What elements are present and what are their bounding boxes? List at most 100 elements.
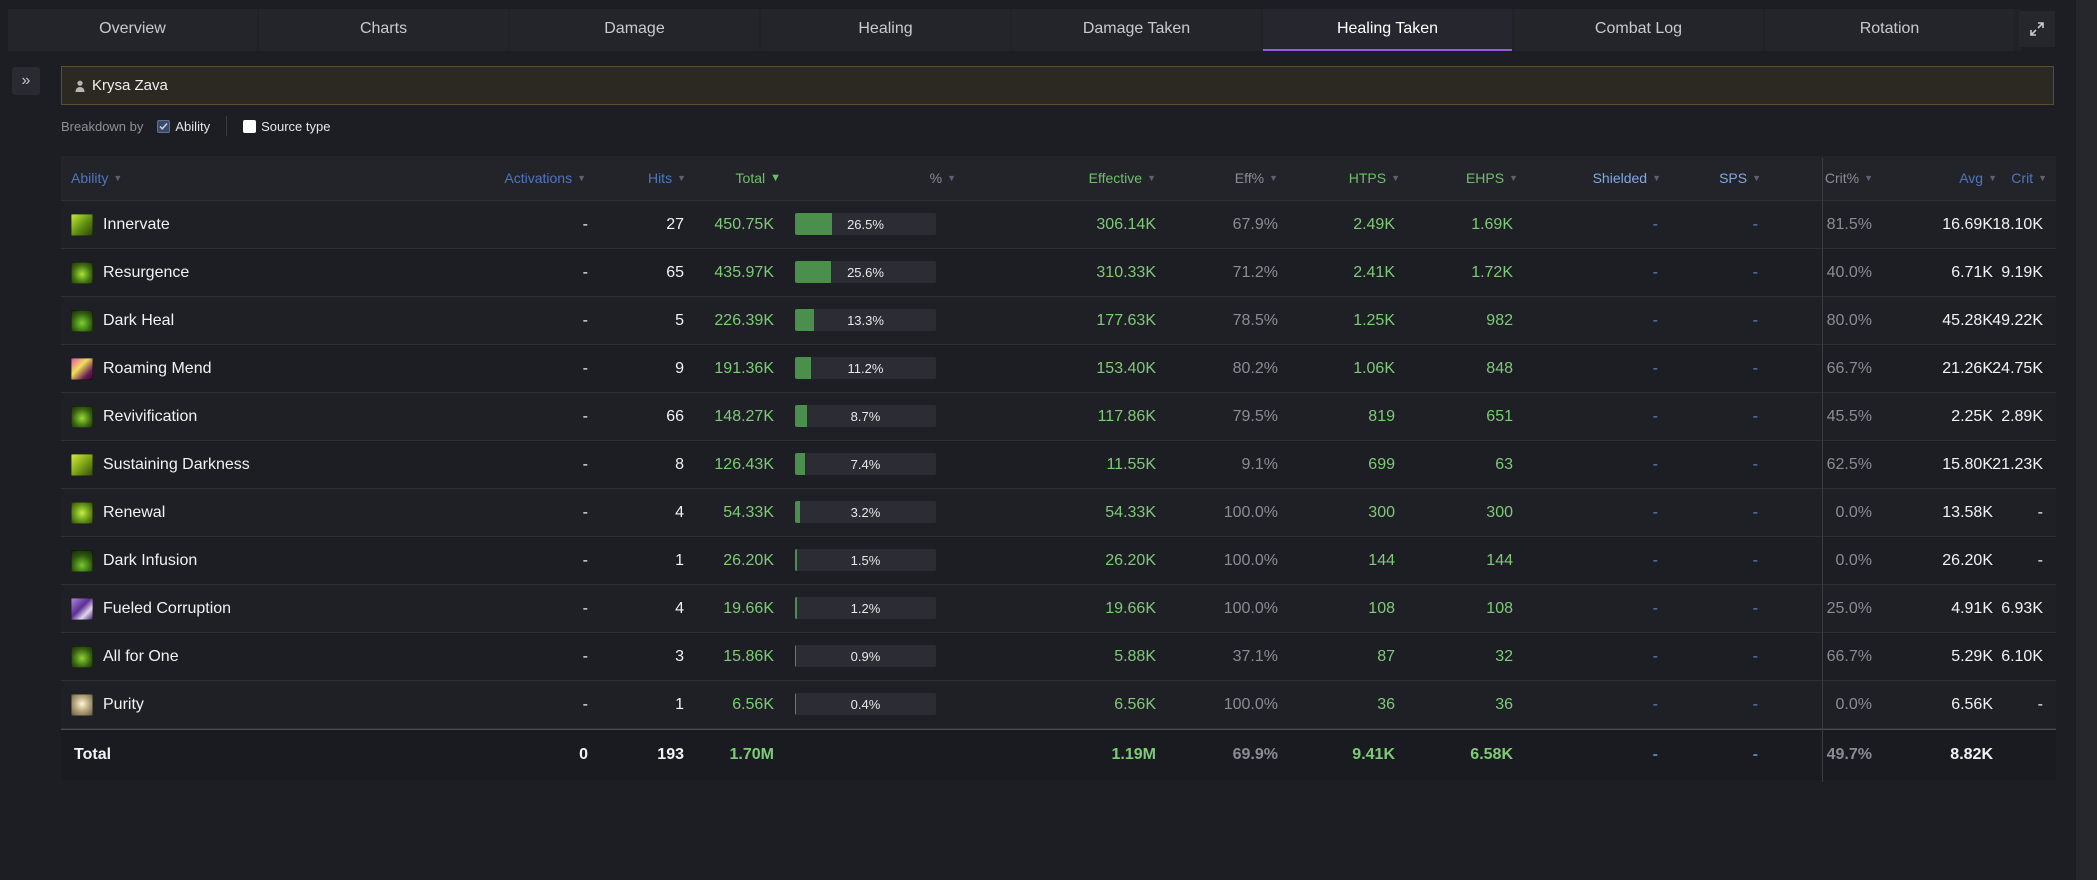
total-crit-percent: 49.7% bbox=[1826, 746, 1872, 763]
table-row[interactable]: All for One - 3 15.86K 5.88K 37.1% 87 32 - - 66.7%… bbox=[61, 633, 2056, 681]
option-label: Ability bbox=[175, 118, 211, 134]
tab-rotation[interactable]: Rotation bbox=[1765, 9, 2014, 51]
percent-bar-fill bbox=[795, 357, 811, 379]
tab-healing[interactable]: Healing bbox=[761, 9, 1010, 51]
col-header-htps[interactable]: HTPS ▼ bbox=[1348, 170, 1400, 186]
sort-arrow-icon: ▼ bbox=[1988, 173, 1997, 183]
total-cell: 435.97K bbox=[714, 263, 774, 281]
col-header-sps[interactable]: SPS ▼ bbox=[1719, 170, 1761, 186]
percent-bar-fill bbox=[795, 261, 832, 283]
ability-name: Fueled Corruption bbox=[103, 599, 232, 617]
table-row[interactable]: Revivification - 66 148.27K 117.86K 79.5% 819 6… bbox=[61, 393, 2056, 441]
col-header-ability[interactable]: Ability ▼ bbox=[71, 170, 123, 186]
ability-name: All for One bbox=[103, 647, 179, 665]
tab-overview[interactable]: Overview bbox=[8, 9, 257, 51]
total-eff-percent: 69.9% bbox=[1232, 746, 1278, 763]
effective-cell: 153.40K bbox=[1096, 359, 1156, 377]
roaming-mend-icon bbox=[71, 357, 93, 380]
table-row[interactable]: Resurgence - 65 435.97K 310.33K 71.2% 2.41K 1.7… bbox=[61, 249, 2056, 297]
effective-cell: 306.14K bbox=[1096, 215, 1156, 233]
avg-cell: 4.91K bbox=[1951, 599, 1993, 617]
col-header-ehps[interactable]: EHPS ▼ bbox=[1465, 170, 1518, 186]
col-header-effective[interactable]: Effective ▼ bbox=[1088, 170, 1156, 186]
effective-cell: 54.33K bbox=[1105, 503, 1156, 521]
table-row[interactable]: Dark Infusion - 1 26.20K 26.20K 100.0% 144 144 -… bbox=[61, 537, 2056, 585]
ability-name: Sustaining Darkness bbox=[103, 455, 250, 473]
eff-pct-cell: 71.2% bbox=[1232, 263, 1278, 281]
tab-damage-taken[interactable]: Damage Taken bbox=[1012, 9, 1261, 51]
total-avg: 8.82K bbox=[1950, 746, 1993, 763]
percent-bar-fill bbox=[795, 453, 806, 475]
percent-bar: 25.6% bbox=[795, 261, 936, 283]
table-row[interactable]: Innervate - 27 450.75K 306.14K 67.9% 2.49K 1.69… bbox=[61, 201, 2056, 249]
col-header-activations[interactable]: Activations ▼ bbox=[504, 170, 586, 186]
table-row[interactable]: Purity - 1 6.56K 6.56K 100.0% 36 36 - - 0.0% 6.56K -… bbox=[61, 681, 2056, 729]
crit-cell: 6.93K bbox=[2001, 599, 2043, 617]
crit-cell: - bbox=[2037, 503, 2043, 521]
col-header-crit-percent[interactable]: Crit% ▼ bbox=[1824, 170, 1873, 186]
eff-pct-cell: 100.0% bbox=[1223, 551, 1278, 569]
breakdown-controls: Breakdown by Ability Source type bbox=[61, 116, 330, 136]
sps-cell: - bbox=[1752, 407, 1758, 425]
sidebar-toggle-button[interactable]: » bbox=[12, 67, 40, 95]
percent-text: 13.3% bbox=[847, 312, 884, 328]
col-header-crit[interactable]: Crit ▼ bbox=[2011, 170, 2047, 186]
ability-name: Innervate bbox=[103, 215, 170, 233]
percent-bar-fill bbox=[795, 597, 797, 619]
shielded-cell: - bbox=[1652, 359, 1658, 377]
htps-cell: 87 bbox=[1377, 647, 1395, 665]
sort-arrow-icon: ▼ bbox=[113, 173, 123, 183]
sort-arrow-icon: ▼ bbox=[1147, 173, 1156, 183]
percent-bar: 0.4% bbox=[795, 693, 936, 715]
effective-cell: 19.66K bbox=[1105, 599, 1156, 617]
activations-cell: - bbox=[582, 359, 588, 377]
eff-pct-cell: 100.0% bbox=[1223, 695, 1278, 713]
activations-cell: - bbox=[582, 311, 588, 329]
col-header-shielded[interactable]: Shielded ▼ bbox=[1592, 170, 1661, 186]
purity-icon bbox=[71, 693, 93, 716]
tab-combat-log[interactable]: Combat Log bbox=[1514, 9, 1763, 51]
total-total: 1.70M bbox=[729, 746, 774, 763]
htps-cell: 36 bbox=[1377, 695, 1395, 713]
shielded-cell: - bbox=[1652, 215, 1658, 233]
percent-bar-fill bbox=[795, 645, 797, 667]
total-htps: 9.41K bbox=[1352, 746, 1395, 763]
checkbox-ability[interactable] bbox=[157, 119, 171, 133]
dark-infusion-icon bbox=[71, 549, 93, 572]
fullscreen-button[interactable] bbox=[2019, 11, 2055, 47]
col-header-hits[interactable]: Hits ▼ bbox=[647, 170, 686, 186]
col-header-eff-percent[interactable]: Eff% ▼ bbox=[1234, 170, 1278, 186]
checkbox-source-type[interactable] bbox=[243, 119, 257, 133]
percent-bar-fill bbox=[795, 405, 808, 427]
table-row[interactable]: Sustaining Darkness - 8 126.43K 11.55K 9.1% 69… bbox=[61, 441, 2056, 489]
sort-arrow-icon: ▼ bbox=[1864, 173, 1873, 183]
tab-damage[interactable]: Damage bbox=[510, 9, 759, 51]
total-cell: 148.27K bbox=[714, 407, 774, 425]
activations-cell: - bbox=[582, 599, 588, 617]
scrollbar[interactable] bbox=[2076, 0, 2097, 880]
crit-cell: - bbox=[2037, 695, 2043, 713]
tab-healing-taken[interactable]: Healing Taken bbox=[1263, 9, 1512, 51]
crit-pct-cell: 0.0% bbox=[1835, 551, 1872, 569]
ehps-cell: 1.69K bbox=[1471, 215, 1513, 233]
tab-bar: Overview Charts Damage Healing Damage Ta… bbox=[8, 9, 2022, 51]
crit-pct-cell: 0.0% bbox=[1835, 503, 1872, 521]
col-header-avg[interactable]: Avg ▼ bbox=[1959, 170, 1997, 186]
col-header-total[interactable]: Total ▼ bbox=[735, 170, 781, 186]
percent-bar-fill bbox=[795, 213, 833, 235]
option-label: Source type bbox=[261, 118, 331, 134]
breakdown-option-ability[interactable]: Ability bbox=[157, 119, 210, 134]
ability-cell: Renewal bbox=[71, 489, 371, 536]
table-header: Ability ▼ Activations ▼ Hits ▼ Total ▼ % ▼ Ef… bbox=[61, 156, 2056, 201]
crit-pct-cell: 25.0% bbox=[1826, 599, 1872, 617]
table-row[interactable]: Dark Heal - 5 226.39K 177.63K 78.5% 1.25K 982 - -… bbox=[61, 297, 2056, 345]
table-row[interactable]: Fueled Corruption - 4 19.66K 19.66K 100.0% 108… bbox=[61, 585, 2056, 633]
table-row[interactable]: Roaming Mend - 9 191.36K 153.40K 80.2% 1.06K 84… bbox=[61, 345, 2056, 393]
table-row[interactable]: Renewal - 4 54.33K 54.33K 100.0% 300 300 - - 0.0% 1… bbox=[61, 489, 2056, 537]
tab-charts[interactable]: Charts bbox=[259, 9, 508, 51]
crit-cell: 6.10K bbox=[2001, 647, 2043, 665]
percent-bar-fill bbox=[795, 309, 814, 331]
breakdown-option-source-type[interactable]: Source type bbox=[243, 119, 330, 134]
col-header-percent[interactable]: % ▼ bbox=[929, 170, 956, 186]
hits-cell: 1 bbox=[675, 551, 684, 569]
